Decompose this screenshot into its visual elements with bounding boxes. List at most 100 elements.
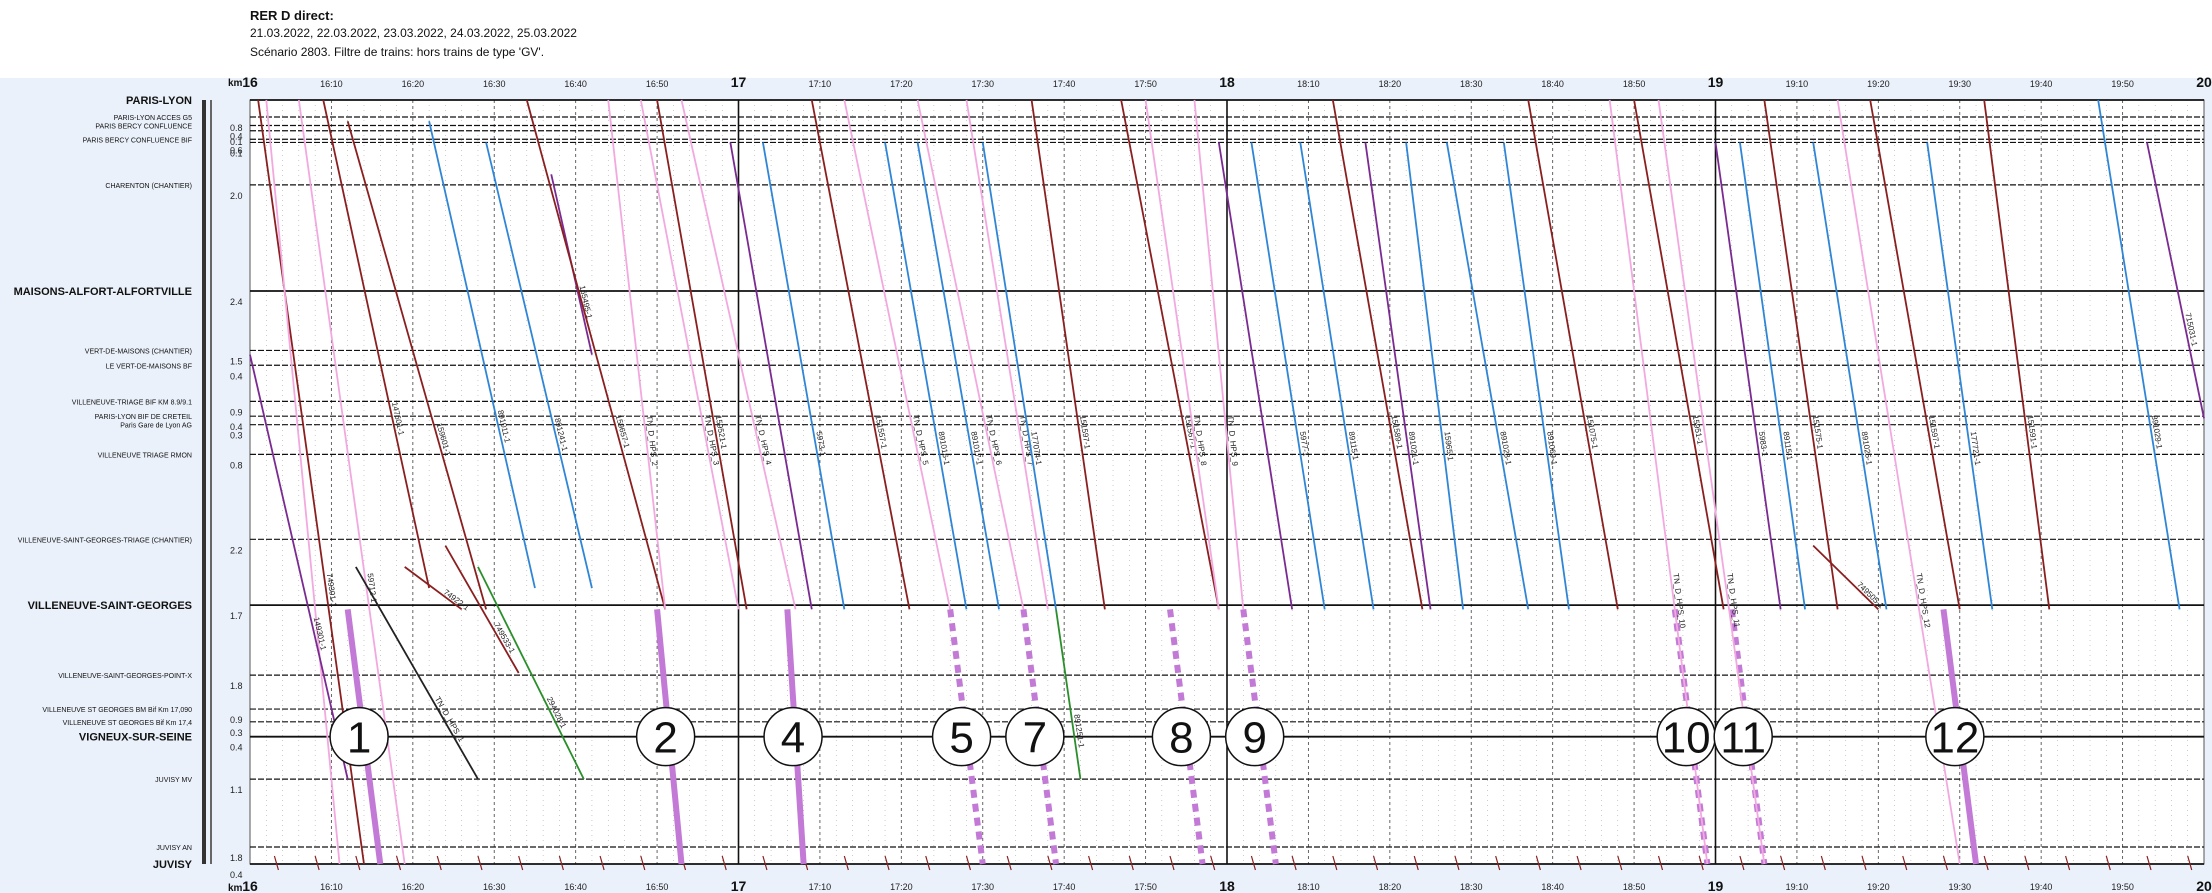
train-path [404, 566, 463, 611]
station-label: VIGNEUX-SUR-SEINE [79, 732, 192, 744]
minute-tick-label: 19:10 [1786, 79, 1809, 89]
station-distance-label: 0.9 [230, 715, 243, 725]
train-path [639, 99, 740, 610]
highlight-number-label: 11 [1720, 714, 1766, 763]
juvisy-arrival-tick [721, 855, 727, 871]
train-path [428, 121, 536, 589]
station-distance-label: 0.3 [230, 728, 243, 738]
station-label: PARIS BERCY CONFLUENCE [95, 123, 192, 130]
train-label: 89115-1 [1347, 431, 1360, 461]
highlight-number-label: 2 [653, 714, 677, 763]
minute-tick-label-bottom: 16:10 [320, 882, 343, 892]
train-path [729, 142, 813, 610]
station-distance-label: 2.0 [230, 191, 243, 201]
station-distance-label: 0.3 [230, 431, 243, 441]
juvisy-arrival-tick [477, 855, 483, 871]
station-label: VILLENEUVE-SAINT-GEORGES [28, 600, 192, 612]
station-label: PARIS BERCY CONFLUENCE BIF [83, 137, 192, 144]
station-label: VILLENEUVE-SAINT-GEORGES-TRIAGE (CHANTIE… [18, 537, 192, 544]
juvisy-arrival-tick [1088, 855, 1094, 871]
train-path [1055, 609, 1082, 780]
minute-tick-label: 16:20 [402, 79, 425, 89]
station-distance-label: 0.4 [230, 371, 243, 381]
juvisy-arrival-tick [884, 855, 890, 871]
juvisy-arrival-tick [1332, 855, 1338, 871]
train-path [607, 99, 667, 610]
juvisy-arrival-tick [436, 855, 442, 871]
juvisy-arrival-tick [2024, 855, 2030, 871]
minute-tick-label-bottom: 17:20 [890, 882, 913, 892]
minute-tick-label: 19:30 [1948, 79, 1971, 89]
minute-tick-label: 18:40 [1541, 79, 1564, 89]
station-distance-label: 2.2 [230, 545, 243, 555]
train-path [981, 142, 1057, 610]
minute-tick-label: 17:10 [809, 79, 832, 89]
juvisy-arrival-tick [1454, 855, 1460, 871]
train-path [1502, 142, 1570, 610]
station-distance-label: 0.9 [230, 407, 243, 417]
train-path [1739, 142, 1806, 610]
highlight-number-circle [931, 706, 992, 767]
station-label: VILLENEUVE-SAINT-GEORGES-POINT-X [58, 673, 192, 680]
station-label: VILLENEUVE ST GEORGES Bif Km 17,4 [63, 720, 193, 727]
highlight-number-circle [1151, 706, 1212, 767]
highlight-number-circle [1005, 706, 1065, 767]
station-label: VILLENEUVE TRIAGE RMON [98, 452, 192, 459]
juvisy-arrival-tick [1169, 855, 1175, 871]
station-label: PARIS-LYON [126, 95, 192, 107]
highlight-number-circle [1713, 706, 1773, 767]
minute-tick-label-bottom: 17:10 [809, 882, 832, 892]
minute-tick-label: 16:30 [483, 79, 506, 89]
juvisy-arrival-tick [1413, 855, 1419, 871]
train-path [1217, 142, 1294, 610]
train-path [762, 142, 846, 610]
train-path [1714, 142, 1782, 610]
station-distance-label: 0.4 [230, 743, 243, 753]
minute-tick-label: 16:50 [646, 79, 669, 89]
train-path [1364, 142, 1432, 610]
highlight-number-circle [1224, 706, 1285, 767]
minute-tick-label: 19:50 [2111, 79, 2134, 89]
station-label: VILLENEUVE ST GEORGES BM Bif Km 17,090 [42, 707, 192, 714]
minute-tick-label: 19:40 [2030, 79, 2053, 89]
train-path [1193, 99, 1245, 610]
highlight-number-circle [329, 706, 389, 767]
juvisy-arrival-tick [1047, 855, 1053, 871]
juvisy-arrival-tick [965, 855, 972, 871]
minute-tick-label: 17:40 [1053, 79, 1076, 89]
station-label: JUVISY AN [156, 845, 192, 852]
station-distance-label: 1.8 [230, 853, 243, 863]
juvisy-arrival-tick [314, 855, 320, 871]
train-label: 151591-1 [2026, 415, 2039, 450]
station-label: PARIS-LYON BIF DE CRETEIL [95, 414, 192, 421]
minute-tick-label-bottom: 19:30 [1948, 882, 1971, 892]
hour-tick-label-bottom: 17 [731, 878, 747, 893]
juvisy-arrival-tick [1210, 855, 1216, 871]
juvisy-arrival-tick [1128, 855, 1134, 871]
juvisy-arrival-tick [599, 855, 605, 871]
juvisy-arrival-tick [1372, 855, 1379, 871]
station-label: CHARENTON (CHANTIER) [105, 183, 192, 190]
train-path [2097, 99, 2181, 610]
chart-title: RER D direct: [250, 8, 334, 23]
hour-tick-label-bottom: 16 [242, 878, 258, 893]
minute-tick-label-bottom: 17:50 [1134, 882, 1157, 892]
minute-tick-label-bottom: 19:50 [2111, 882, 2134, 892]
train-label: 5977-1 [1298, 431, 1311, 458]
juvisy-arrival-tick [1902, 855, 1908, 871]
train-path [884, 142, 968, 610]
highlight-number-circle [635, 706, 696, 767]
minute-tick-label: 18:50 [1623, 79, 1646, 89]
minute-tick-label-bottom: 18:40 [1541, 882, 1564, 892]
highlight-number-label: 4 [781, 714, 805, 763]
station-distance-label: 0.4 [230, 870, 243, 880]
train-path [1983, 99, 2051, 610]
juvisy-arrival-tick [1698, 855, 1704, 871]
chart-header: RER D direct: 21.03.2022, 22.03.2022, 23… [0, 0, 2212, 78]
train-path [346, 120, 487, 610]
train-path [525, 99, 667, 610]
station-axis-bar [202, 100, 206, 864]
train-path [1331, 99, 1424, 610]
train-path [965, 99, 1049, 610]
